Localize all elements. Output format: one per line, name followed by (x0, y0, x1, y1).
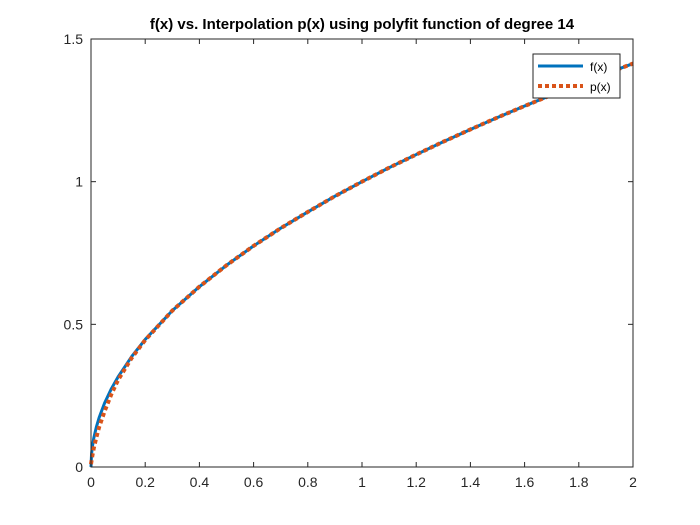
legend-label-f: f(x) (590, 60, 607, 74)
legend-label-p: p(x) (590, 80, 611, 94)
plot-area (91, 39, 633, 467)
y-tick-label: 1 (75, 174, 83, 190)
x-tick-label: 0 (87, 474, 95, 490)
legend-box (532, 53, 621, 99)
x-tick-label: 1.8 (569, 474, 589, 490)
series-line-p (89, 61, 634, 465)
x-tick-label: 0.4 (190, 474, 210, 490)
chart-title: f(x) vs. Interpolation p(x) using polyfi… (150, 16, 575, 33)
x-tick-label: 1.4 (461, 474, 481, 490)
x-tick-label: 2 (629, 474, 637, 490)
tick-layer: 0 0.2 0.4 0.6 0.8 1 1.2 1.4 1.6 1.8 2 0 0.5 1 1.5 (64, 31, 638, 490)
y-tick-label: 1.5 (64, 31, 84, 47)
y-tick-label: 0 (75, 459, 83, 475)
x-tick-label: 1.2 (406, 474, 426, 490)
y-tick-label: 0.5 (64, 316, 84, 332)
x-tick-label: 0.8 (298, 474, 318, 490)
x-tick-label: 1.6 (515, 474, 535, 490)
series-layer (89, 61, 634, 468)
x-tick-label: 0.2 (135, 474, 155, 490)
x-tick-label: 1 (358, 474, 366, 490)
legend: f(x) p(x) (532, 53, 621, 99)
x-tick-label: 0.6 (244, 474, 264, 490)
